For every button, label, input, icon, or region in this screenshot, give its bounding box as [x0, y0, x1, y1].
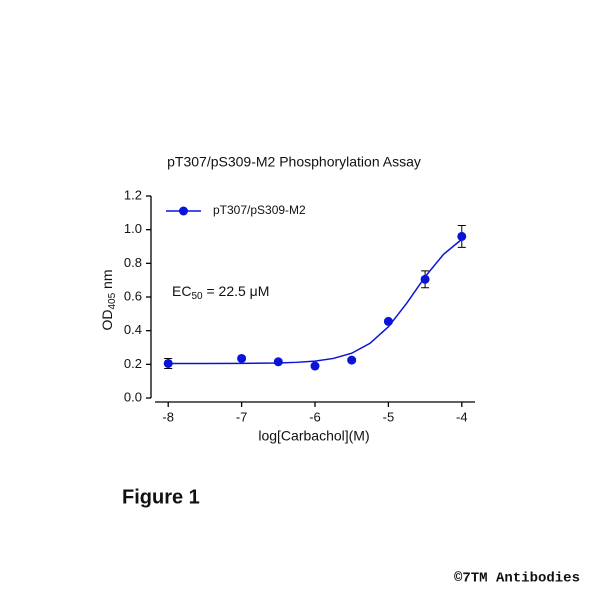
y-tick-label: 0.2: [124, 356, 142, 371]
annotation-text: EC: [172, 283, 191, 299]
data-point: [310, 361, 320, 371]
y-label-text: OD: [99, 310, 115, 331]
y-tick-label: 1.2: [124, 187, 142, 202]
data-point: [273, 357, 283, 367]
figure-label: Figure 1: [122, 486, 200, 508]
data-point: [457, 231, 467, 241]
x-tick-label: -5: [383, 409, 395, 424]
y-tick-label: 1.0: [124, 221, 142, 236]
y-tick-label: 0.0: [124, 389, 142, 404]
y-label-rest: nm: [99, 269, 115, 292]
data-point: [163, 358, 173, 368]
y-axis-label: OD405 nm: [99, 269, 118, 330]
legend-label: pT307/pS309-M2: [213, 203, 306, 217]
annotation: EC50 = 22.5 μM: [172, 283, 269, 302]
data-point: [237, 353, 247, 363]
data-point: [383, 316, 393, 326]
y-tick-label: 0.6: [124, 288, 142, 303]
x-tick-label: -6: [309, 409, 321, 424]
y-tick-label: 0.4: [124, 322, 142, 337]
data-point: [420, 274, 430, 284]
annotation-subscript: 50: [191, 291, 203, 302]
x-tick-label: -8: [162, 409, 174, 424]
watermark: ©7TM Antibodies: [454, 571, 580, 587]
y-tick-label: 0.8: [124, 255, 142, 270]
x-tick-label: -7: [236, 409, 248, 424]
x-tick-label: -4: [456, 409, 468, 424]
data-point: [347, 355, 357, 365]
annotation-rest: = 22.5 μM: [203, 283, 270, 299]
y-label-subscript: 405: [107, 292, 118, 309]
chart-title: pT307/pS309-M2 Phosphorylation Assay: [167, 154, 421, 170]
x-axis-label: log[Carbachol](M): [258, 428, 369, 444]
legend-marker: [179, 206, 188, 216]
fit-curve: [168, 238, 463, 365]
